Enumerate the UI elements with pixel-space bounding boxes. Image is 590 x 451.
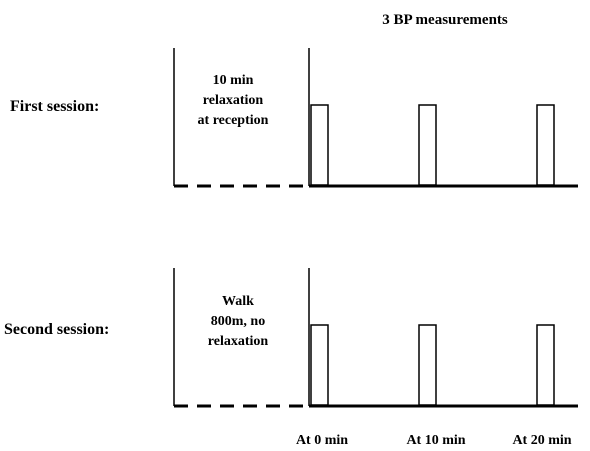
time-label-10-min: At 10 min [406, 433, 465, 448]
first-session-pre-text-line-1: 10 min [213, 73, 254, 88]
first-session-measurement-bar-2 [418, 104, 437, 186]
diagram-title: 3 BP measurements [382, 12, 508, 28]
first-session-measurement-bar-3 [536, 104, 555, 186]
first-session-pre-text-line-2: relaxation [203, 93, 264, 108]
second-session-pre-text-line-2: 800m, no [211, 314, 265, 329]
time-label-0-min: At 0 min [296, 433, 348, 448]
second-session-pre-text-line-3: relaxation [208, 334, 269, 349]
first-session-measurement-bar-1 [310, 104, 329, 186]
second-session-pre-text-line-1: Walk [222, 294, 254, 309]
second-session-label: Second session: [4, 321, 109, 338]
second-session-row: Second session: Walk 800m, no relaxation [4, 268, 578, 408]
first-session-row: First session: 10 min relaxation at rece… [10, 48, 578, 188]
second-session-measurement-bar-2 [418, 324, 437, 406]
time-label-20-min: At 20 min [512, 433, 571, 448]
second-session-measurement-bar-1 [310, 324, 329, 406]
first-session-label: First session: [10, 98, 99, 115]
first-session-pre-text-line-3: at reception [198, 113, 269, 128]
second-session-measurement-bar-3 [536, 324, 555, 406]
